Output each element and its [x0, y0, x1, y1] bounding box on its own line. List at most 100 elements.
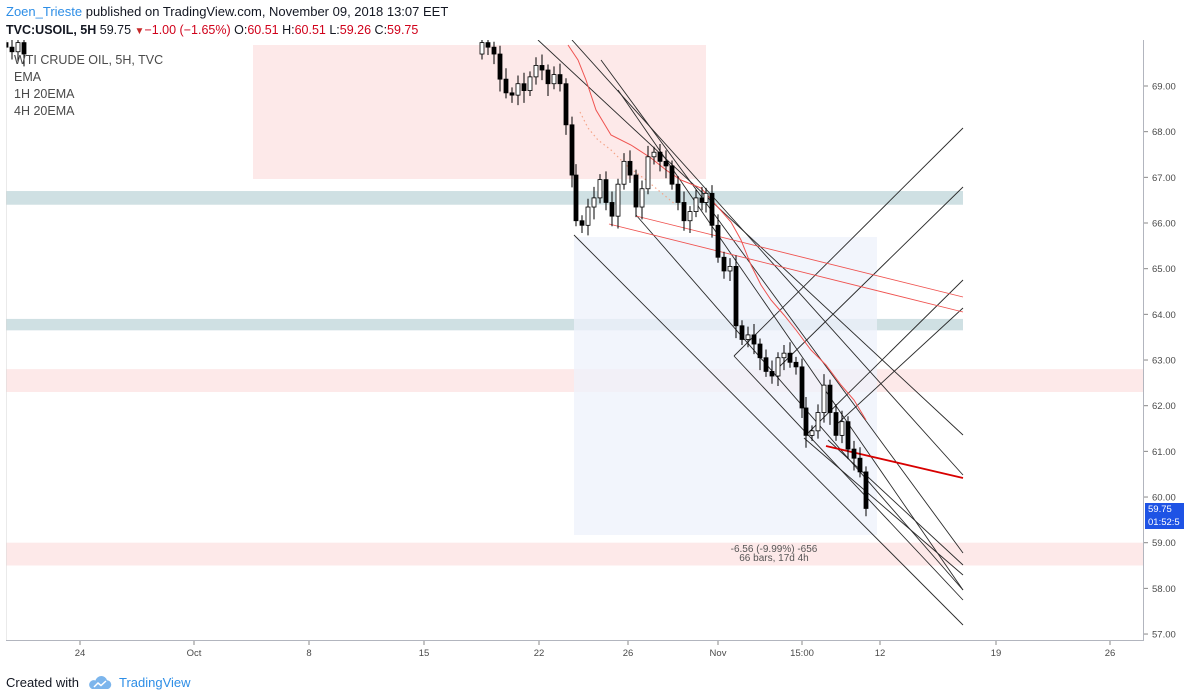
time-axis[interactable]: 24 Oct 8 15 22 26 Nov 15:00 12 19 26	[6, 641, 1144, 661]
candle[interactable]	[845, 416, 851, 460]
candle[interactable]	[757, 338, 763, 371]
trend-line[interactable]	[733, 355, 964, 601]
candle[interactable]	[827, 379, 833, 425]
candle[interactable]	[781, 344, 787, 371]
trend-line[interactable]	[573, 234, 964, 626]
candle[interactable]	[621, 153, 627, 190]
candle[interactable]	[669, 160, 675, 190]
candle[interactable]	[579, 215, 585, 234]
candle[interactable]	[603, 171, 609, 211]
candle[interactable]	[681, 191, 687, 231]
candle[interactable]	[21, 40, 27, 67]
legend-item-ema[interactable]: EMA	[14, 70, 42, 84]
candle[interactable]	[485, 40, 491, 55]
legend-title[interactable]: WTI CRUDE OIL, 5H, TVC	[14, 53, 164, 67]
candle[interactable]	[551, 66, 557, 90]
candle[interactable]	[745, 326, 751, 348]
trend-line[interactable]	[571, 40, 964, 476]
candle[interactable]	[591, 186, 597, 220]
trend-line[interactable]	[537, 40, 964, 436]
candle[interactable]	[787, 342, 793, 368]
trend-line[interactable]	[827, 439, 964, 566]
candle[interactable]	[533, 57, 539, 85]
candle[interactable]	[563, 78, 569, 135]
ema-line[interactable]	[567, 44, 867, 421]
trend-line-red-thick[interactable]	[825, 445, 964, 479]
legend-item-4h-ema[interactable]: 4H 20EMA	[14, 104, 75, 118]
candle[interactable]	[703, 187, 709, 213]
candle[interactable]	[833, 404, 839, 441]
x-tick-label: 8	[306, 648, 311, 659]
x-tick-label: 22	[534, 648, 545, 659]
candle[interactable]	[657, 144, 663, 172]
candle[interactable]	[509, 87, 515, 103]
trend-line[interactable]	[617, 89, 964, 591]
candle[interactable]	[693, 189, 699, 218]
candle[interactable]	[651, 146, 657, 165]
candle[interactable]	[687, 206, 693, 234]
candle[interactable]	[821, 374, 827, 423]
candle[interactable]	[585, 198, 591, 236]
candle[interactable]	[815, 404, 821, 439]
trend-line[interactable]	[775, 186, 964, 371]
candle[interactable]	[645, 145, 651, 195]
price-axis[interactable]: 69.00 68.00 67.00 66.00 65.00 64.00 63.00 62.00…	[1144, 40, 1188, 641]
candle[interactable]	[627, 150, 633, 183]
candle[interactable]	[15, 40, 21, 62]
candle[interactable]	[503, 68, 509, 99]
symbol-name[interactable]: TVC:USOIL, 5H	[6, 23, 97, 37]
candle[interactable]	[857, 447, 863, 478]
candle[interactable]	[799, 358, 805, 419]
supply-zone-top[interactable]	[253, 45, 706, 179]
candle[interactable]	[6, 40, 9, 53]
candle[interactable]	[775, 352, 781, 387]
candle[interactable]	[663, 150, 669, 179]
candle[interactable]	[527, 71, 533, 97]
trend-line[interactable]	[733, 127, 964, 357]
candle[interactable]	[479, 40, 485, 60]
zone-teal-lower[interactable]	[6, 318, 963, 331]
candle[interactable]	[727, 258, 733, 282]
candle[interactable]	[633, 169, 639, 218]
measure-box[interactable]	[574, 237, 877, 535]
candle[interactable]	[9, 40, 15, 60]
candle[interactable]	[839, 410, 845, 444]
close-value: 59.75	[387, 23, 419, 37]
legend-item-1h-ema[interactable]: 1H 20EMA	[14, 87, 75, 101]
candle[interactable]	[709, 185, 715, 238]
candle[interactable]	[639, 180, 645, 220]
candle[interactable]	[597, 174, 603, 204]
candle[interactable]	[545, 64, 551, 97]
candle[interactable]	[521, 72, 527, 103]
zone-teal-upper[interactable]	[6, 191, 963, 205]
candle[interactable]	[793, 356, 799, 375]
candle[interactable]	[609, 191, 615, 227]
zone-pink-low[interactable]	[6, 542, 1144, 566]
candle[interactable]	[803, 397, 809, 448]
candle[interactable]	[715, 214, 721, 263]
candle[interactable]	[863, 466, 869, 517]
candle[interactable]	[769, 360, 775, 384]
candle[interactable]	[763, 349, 769, 377]
author-link[interactable]: Zoen_Trieste	[6, 4, 83, 19]
candle[interactable]	[615, 178, 621, 229]
candle[interactable]	[809, 425, 815, 441]
candle[interactable]	[557, 63, 563, 92]
candle[interactable]	[539, 54, 545, 81]
candle[interactable]	[739, 320, 745, 345]
candle[interactable]	[675, 175, 681, 211]
candle[interactable]	[573, 164, 579, 227]
candle[interactable]	[497, 45, 503, 92]
trend-line-red[interactable]	[608, 223, 964, 313]
trend-line[interactable]	[600, 59, 964, 554]
candle[interactable]	[733, 255, 739, 339]
candle[interactable]	[851, 440, 857, 471]
price-chart[interactable]: -6.56 (-9.99%) -656 66 bars, 17d 4h	[6, 40, 1144, 641]
candle[interactable]	[569, 116, 575, 188]
candle[interactable]	[515, 75, 521, 106]
trend-line[interactable]	[803, 437, 964, 576]
tradingview-link[interactable]: TradingView	[118, 675, 191, 690]
candle[interactable]	[491, 41, 497, 65]
candle[interactable]	[751, 323, 757, 355]
candle[interactable]	[721, 251, 727, 279]
